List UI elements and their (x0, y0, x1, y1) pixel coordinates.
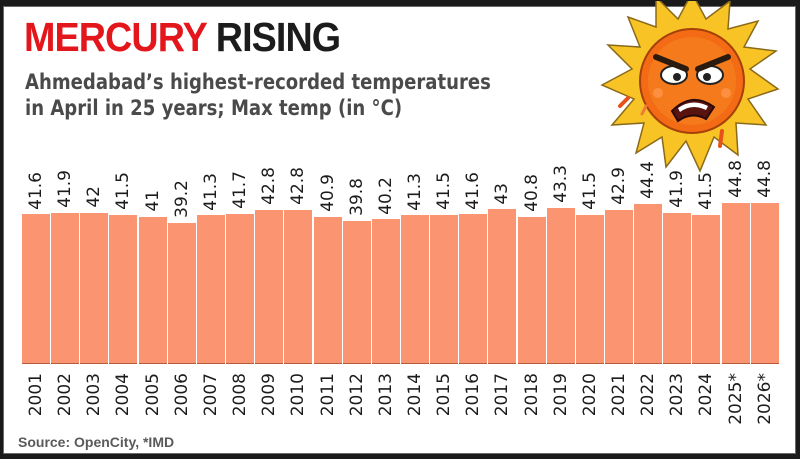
bar-value-label: 41.6 (463, 171, 484, 210)
bar (634, 204, 663, 364)
year-label: 2023 (667, 373, 688, 417)
bar (430, 214, 459, 364)
infographic-frame: MERCURY RISING Ahmedabad’s highest-recor… (3, 1, 797, 455)
bar-value-label: 41.5 (579, 171, 600, 210)
year-label: 2006 (171, 373, 192, 417)
bar (750, 202, 779, 364)
bar (51, 213, 80, 364)
year-label: 2015 (434, 373, 455, 417)
bar-value-label: 40.8 (521, 174, 542, 213)
bar-value-label: 41 (142, 189, 163, 212)
bar-value-label: 39.2 (171, 180, 192, 218)
bar (605, 209, 633, 364)
bar (167, 223, 196, 364)
year-label: 2021 (609, 373, 629, 417)
year-label: 2002 (55, 373, 76, 417)
bar-value-label: 41.3 (200, 172, 221, 211)
year-label: 2014 (404, 373, 425, 417)
year-label: 2005 (142, 373, 163, 417)
bar-value-label: 42 (84, 186, 105, 208)
year-label: 2022 (638, 373, 659, 417)
bar-value-label: 43.3 (550, 165, 571, 204)
year-label: 2009 (259, 373, 280, 417)
title-rising: RISING (215, 14, 341, 60)
chart-subtitle: Ahmedabad’s highest-recorded temperature… (25, 69, 491, 121)
bar (138, 216, 167, 364)
subtitle-line-2: in April in 25 years; Max temp (in °C) (25, 96, 403, 120)
bar (226, 214, 255, 364)
bar-value-label: 44.8 (754, 159, 775, 198)
bar (546, 208, 575, 364)
year-label: 2018 (521, 373, 542, 417)
bar-chart: 41.6 2001 41.9 2002 42 2003 41.5 2004 41 2005 39.2… (4, 7, 797, 455)
year-label: 2003 (84, 373, 105, 417)
bar (400, 215, 429, 364)
bar (575, 214, 604, 364)
year-label: 2011 (317, 373, 338, 417)
angry-sun-icon (600, 1, 780, 173)
title-mercury: MERCURY (24, 14, 207, 60)
bar-value-label: 41.5 (113, 171, 134, 210)
year-label: 2016 (463, 373, 484, 417)
bar (196, 215, 225, 364)
bar-value-label: 41.9 (55, 170, 76, 209)
year-label: 2024 (696, 373, 717, 417)
chart-title: MERCURY RISING (24, 14, 341, 60)
bar-value-label: 39.8 (346, 177, 367, 216)
bar (313, 216, 342, 364)
bar-value-label: 40.9 (317, 174, 338, 212)
bar-value-label: 41.6 (26, 171, 46, 210)
bar-value-label: 41.7 (230, 171, 251, 209)
bar (109, 214, 138, 364)
bar-value-label: 42.8 (288, 167, 309, 206)
bar (517, 217, 546, 364)
bar-value-label: 40.2 (375, 176, 396, 215)
bar (488, 209, 517, 364)
year-label: 2013 (375, 373, 396, 417)
year-label: 2008 (230, 373, 251, 417)
bar (80, 212, 109, 364)
year-label: 2007 (200, 373, 221, 417)
bar-value-label: 41.9 (667, 170, 688, 209)
year-label: 2020 (579, 373, 600, 417)
year-label: 2026* (754, 373, 775, 425)
bar-value-label: 43 (492, 182, 513, 205)
bar (255, 210, 284, 364)
bar-value-label: 42.8 (259, 167, 280, 206)
year-label: 2001 (26, 373, 46, 417)
bar-value-label: 41.3 (404, 172, 425, 211)
bar (371, 219, 400, 364)
bar (663, 213, 692, 364)
bar-value-label: 44.4 (638, 161, 659, 200)
year-label: 2017 (492, 373, 513, 417)
year-label: 2012 (346, 373, 367, 417)
bar-value-label: 41.5 (434, 171, 455, 210)
year-label: 2019 (550, 373, 571, 417)
year-label: 2025* (725, 373, 746, 425)
bar (284, 210, 313, 364)
year-label: 2010 (288, 373, 309, 417)
bar-value-label: 42.9 (609, 166, 629, 205)
bar (459, 214, 488, 364)
year-label: 2004 (113, 373, 134, 417)
bar (692, 214, 721, 364)
bar-value-label: 44.8 (725, 159, 746, 198)
bar (22, 214, 50, 364)
bar (721, 202, 750, 364)
bar-value-label: 41.5 (696, 171, 717, 210)
subtitle-line-1: Ahmedabad’s highest-recorded temperature… (25, 70, 491, 94)
bar (342, 220, 371, 364)
source-note: Source: OpenCity, *IMD (18, 434, 175, 450)
